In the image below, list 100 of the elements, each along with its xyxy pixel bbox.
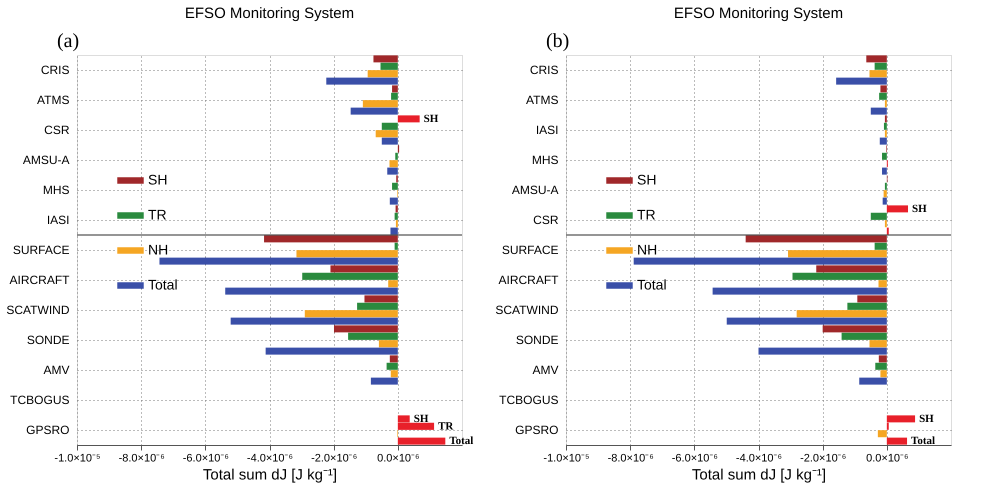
- x-tick-label: -4.0×10⁻⁶: [246, 452, 294, 464]
- legend-label: Total: [148, 276, 178, 292]
- bar: [357, 302, 398, 310]
- bar: [390, 355, 398, 362]
- bar: [788, 250, 887, 258]
- y-tick-label: SCATWIND: [6, 303, 70, 317]
- y-tick-label: CRIS: [40, 63, 70, 77]
- y-tick-label: AIRCRAFT: [10, 273, 70, 287]
- bar: [378, 340, 398, 348]
- x-tick-label: -1.0×10⁻⁵: [54, 452, 101, 464]
- legend-label: Total: [637, 276, 667, 292]
- y-tick-label: AIRCRAFT: [498, 273, 560, 287]
- x-tick-label: -4.0×10⁻⁶: [736, 452, 782, 464]
- bar: [878, 280, 887, 288]
- y-tick-label: ATMS: [526, 93, 558, 107]
- bar: [870, 108, 887, 115]
- bar: [792, 272, 887, 280]
- x-tick-label: 0.0×10⁻⁶: [377, 452, 420, 464]
- bar: [390, 370, 398, 378]
- y-tick-label: AMSU-A: [22, 153, 70, 167]
- y-tick-label: TCBOGUS: [499, 393, 558, 407]
- bar: [746, 235, 887, 242]
- bar: [350, 108, 398, 115]
- bar: [390, 198, 398, 205]
- bar: [816, 265, 887, 272]
- annotation: Total: [449, 435, 474, 448]
- x-axis-title: Total sum dJ [J kg⁻¹]: [692, 466, 826, 484]
- bar: [884, 122, 887, 130]
- bar: [884, 190, 887, 198]
- y-tick-label: SURFACE: [12, 243, 70, 257]
- y-tick-label: AMSU-A: [512, 183, 558, 197]
- bar: [388, 280, 398, 288]
- y-tick-label: SONDE: [26, 333, 70, 347]
- y-tick-label: IASI: [46, 213, 70, 227]
- bar: [389, 160, 398, 168]
- bar: [870, 212, 887, 220]
- annotation: SH: [414, 412, 429, 425]
- bar: [870, 70, 887, 78]
- bar: [392, 85, 398, 92]
- bar: [386, 362, 398, 370]
- bar: [712, 288, 887, 295]
- bar: [842, 332, 887, 340]
- annotation: SH: [912, 202, 928, 215]
- bar: [836, 78, 887, 85]
- y-tick-label: AMV: [532, 363, 558, 377]
- text: (a): [57, 30, 80, 52]
- bar: [326, 78, 398, 85]
- bar: [230, 318, 398, 325]
- y-tick-label: MHS: [532, 153, 558, 167]
- annotation: SH: [919, 412, 934, 425]
- y-tick-label: AMV: [43, 363, 70, 377]
- bar: [225, 288, 398, 295]
- legend-label: NH: [148, 242, 168, 258]
- x-tick-label: 0.0×10⁻⁶: [866, 452, 909, 464]
- bar: [878, 355, 887, 362]
- y-tick-label: ATMS: [37, 93, 70, 107]
- y-tick-label: GPSRO: [26, 423, 70, 437]
- bar: [376, 130, 398, 138]
- bar: [370, 378, 398, 385]
- x-tick-label: -2.0×10⁻⁶: [311, 452, 358, 464]
- chart-title: EFSO Monitoring System: [674, 5, 844, 22]
- x-tick-label: -8.0×10⁻⁶: [608, 452, 654, 464]
- bar: [382, 122, 398, 130]
- bar: [857, 295, 887, 302]
- bar: [874, 242, 887, 250]
- bar: [264, 235, 398, 242]
- bar: [304, 310, 398, 318]
- bar: [373, 55, 398, 62]
- x-tick-label: -1.0×10⁻⁵: [543, 452, 590, 464]
- bar: [882, 152, 887, 160]
- bar: [296, 250, 398, 258]
- bar: [886, 205, 908, 212]
- annotation: Total: [911, 435, 936, 448]
- bar: [364, 295, 398, 302]
- y-tick-label: CSR: [44, 123, 70, 137]
- bar: [847, 302, 887, 310]
- y-tick-label: CSR: [533, 213, 559, 227]
- bar: [387, 168, 398, 175]
- bar: [880, 85, 887, 92]
- x-tick-label: -6.0×10⁻⁶: [182, 452, 229, 464]
- bar: [302, 272, 398, 280]
- bar: [159, 258, 398, 265]
- bar: [882, 198, 887, 205]
- x-axis-title: Total sum dJ [J kg⁻¹]: [202, 466, 338, 484]
- bar: [875, 362, 887, 370]
- legend-label: NH: [637, 242, 658, 258]
- x-tick-label: -6.0×10⁻⁶: [672, 452, 718, 464]
- text: (b): [546, 30, 570, 52]
- bar: [634, 258, 887, 265]
- bar: [398, 438, 446, 445]
- bar: [380, 62, 398, 70]
- y-tick-label: IASI: [536, 123, 558, 137]
- legend-label: TR: [148, 206, 167, 222]
- bar: [334, 325, 398, 332]
- chart-title: EFSO Monitoring System: [184, 5, 354, 22]
- bar: [878, 430, 887, 438]
- bar: [391, 92, 398, 100]
- bar: [822, 325, 887, 332]
- legend-label: SH: [148, 172, 168, 188]
- bar: [882, 168, 887, 175]
